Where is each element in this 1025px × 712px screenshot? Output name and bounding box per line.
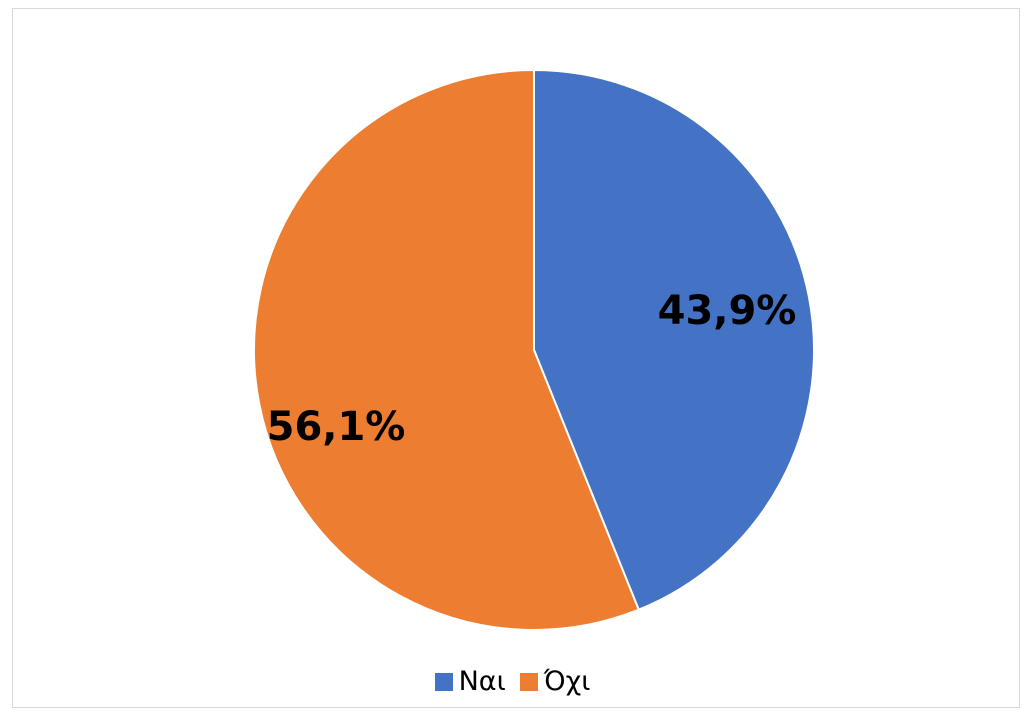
legend-item-ochi: Όχι bbox=[519, 666, 591, 697]
legend-swatch-nai bbox=[434, 672, 453, 691]
legend-swatch-ochi bbox=[519, 672, 538, 691]
legend-label-ochi: Όχι bbox=[543, 666, 591, 697]
legend-item-nai: Ναι bbox=[434, 666, 506, 697]
pie-slice-ochi bbox=[253, 68, 641, 631]
pie-data-labels: 43,9% 56,1% bbox=[267, 288, 797, 450]
pie-slices bbox=[253, 68, 815, 631]
pie-slice-nai bbox=[533, 68, 815, 611]
data-label-ochi: 56,1% bbox=[267, 404, 406, 450]
data-label-nai: 43,9% bbox=[658, 288, 797, 334]
legend: Ναι Όχι bbox=[0, 666, 1025, 697]
legend-label-nai: Ναι bbox=[458, 666, 506, 697]
